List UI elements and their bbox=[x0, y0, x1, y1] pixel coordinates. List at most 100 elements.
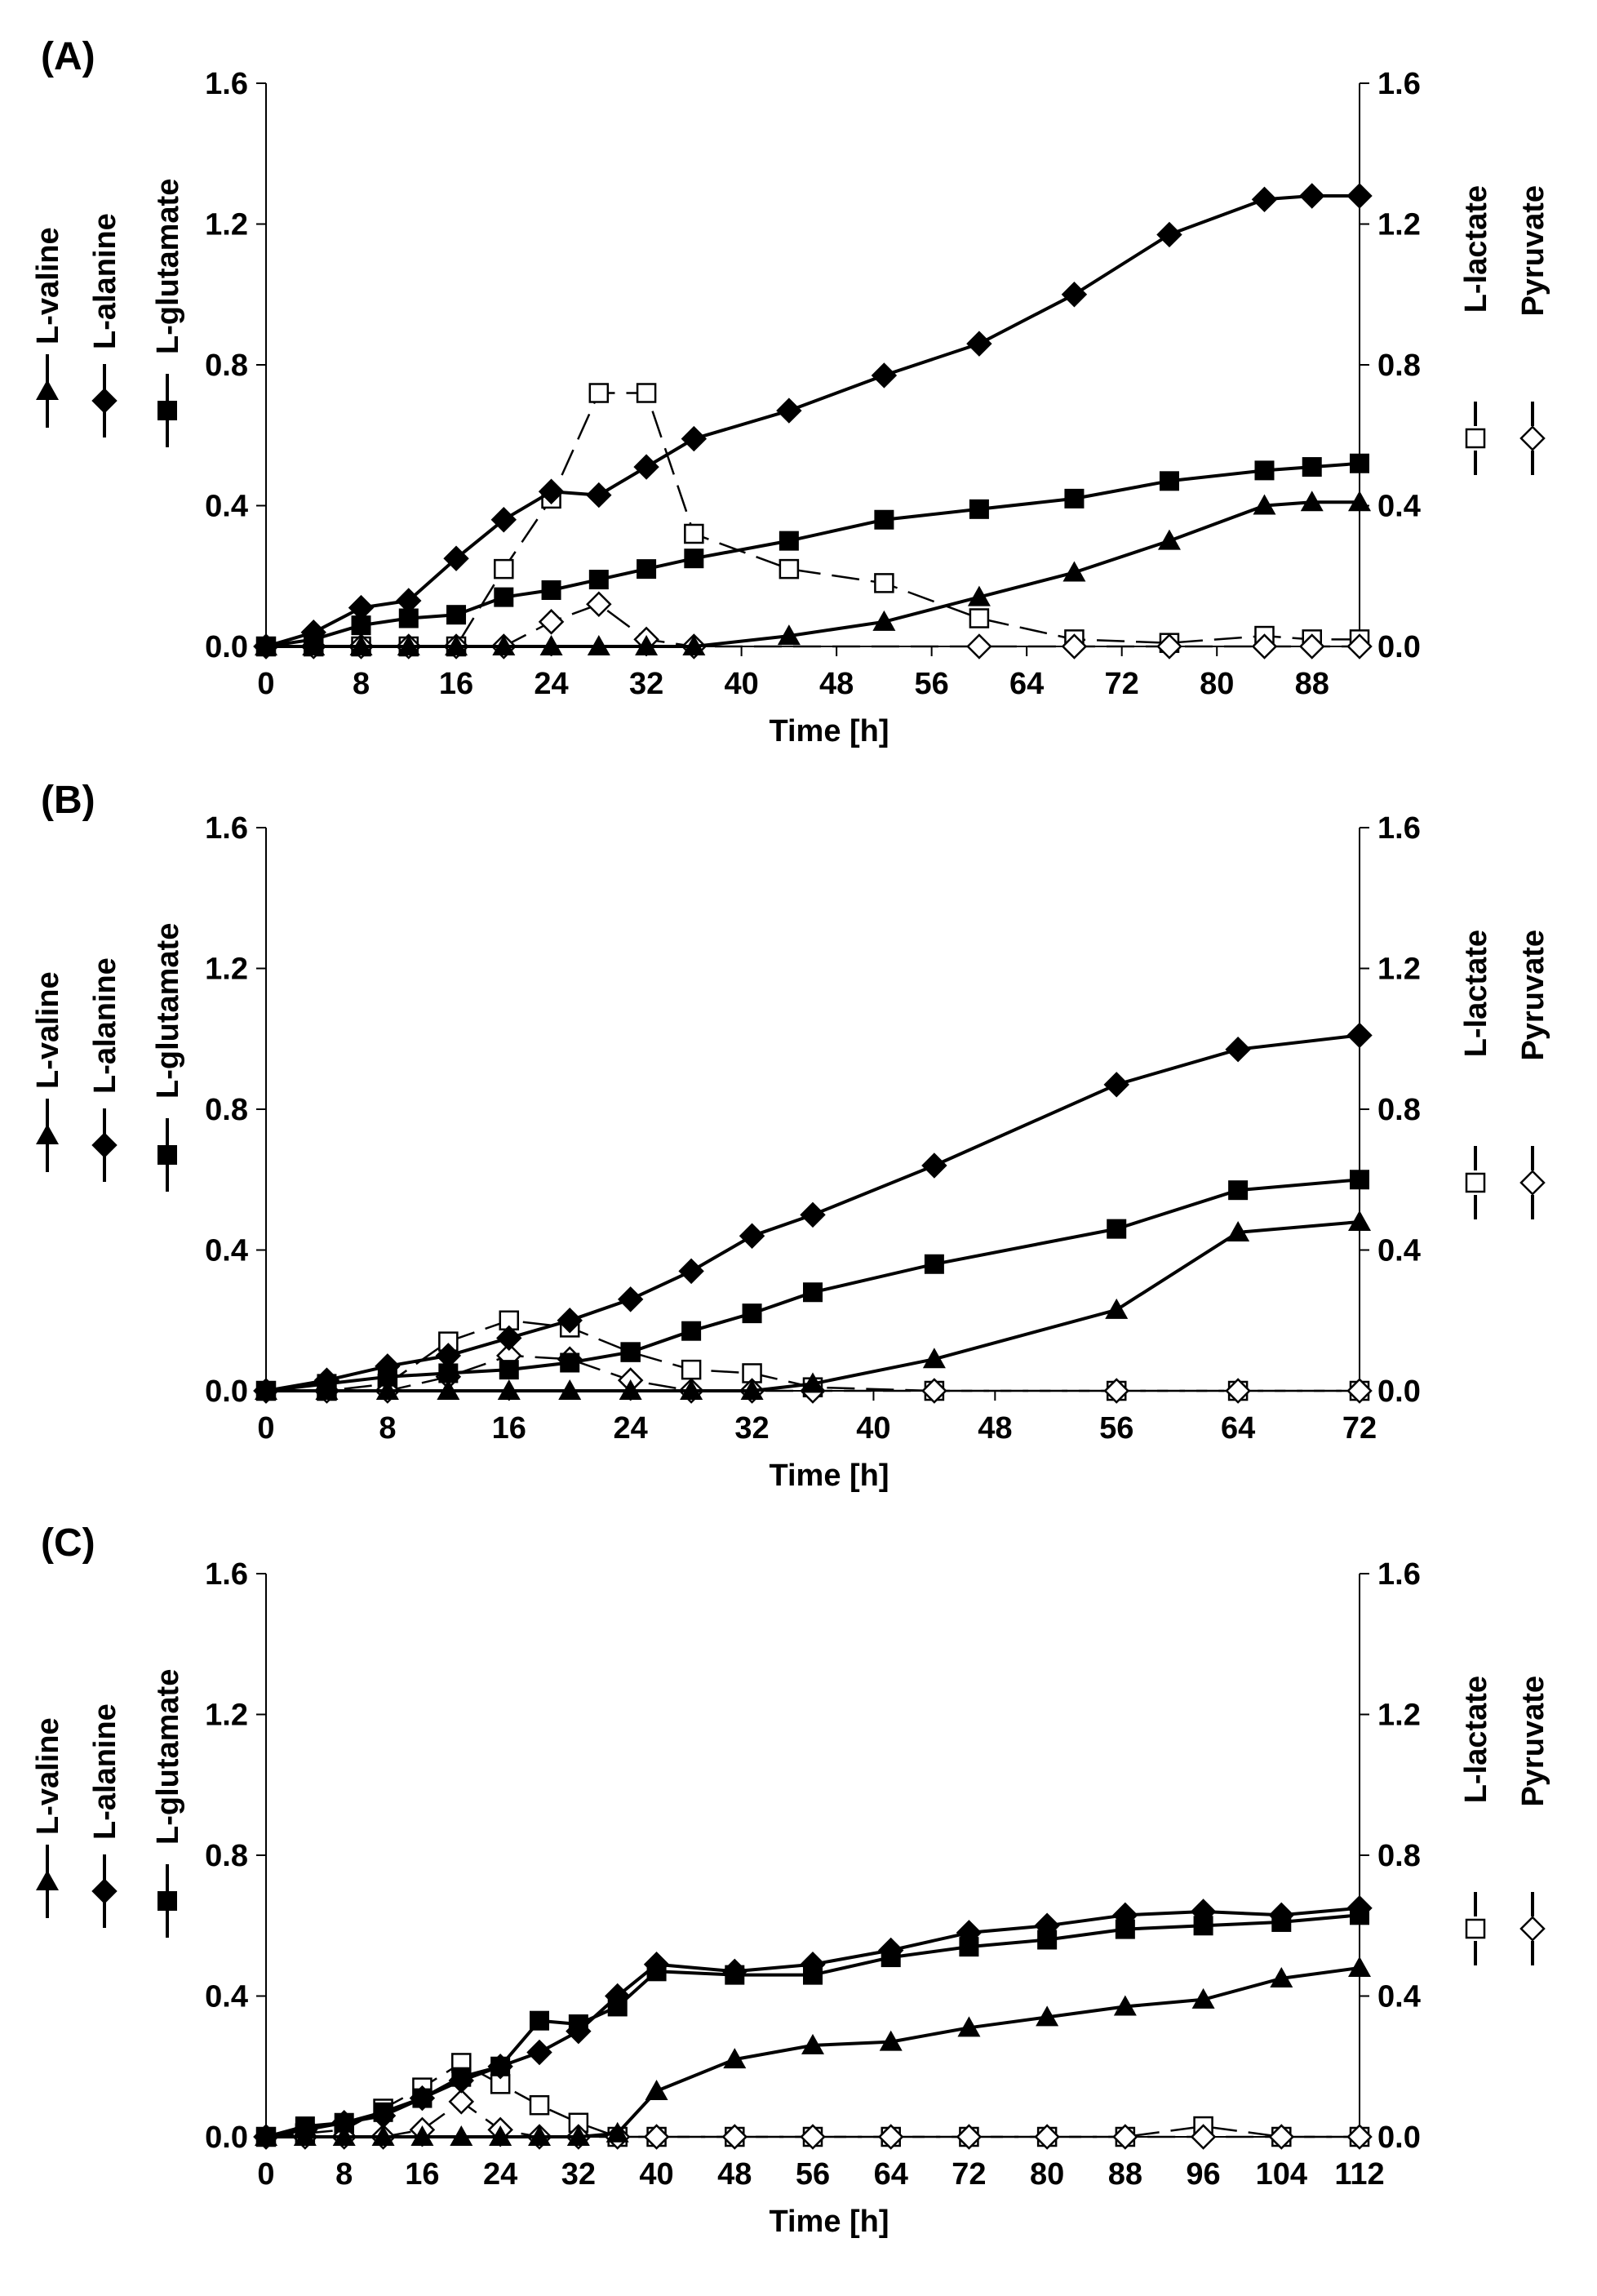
series-line-l-valine bbox=[266, 1966, 1360, 2138]
marker-l-alanine-4 bbox=[409, 2085, 436, 2112]
marker-l-valine-19 bbox=[1348, 1956, 1371, 1977]
marker-l-alanine-12 bbox=[966, 331, 992, 357]
series-l-glutamate bbox=[256, 1170, 1369, 1401]
marker-l-alanine-2 bbox=[375, 1353, 401, 1379]
marker-l-alanine-legend-0 bbox=[91, 1132, 118, 1158]
marker-pyruvate-13 bbox=[1346, 1378, 1373, 1404]
x-tick-label: 72 bbox=[1342, 1411, 1377, 1446]
x-tick-label: 16 bbox=[405, 2157, 439, 2192]
legend-label-l-alanine: L-alanine bbox=[88, 1703, 122, 1840]
y-tick-label-left: 1.6 bbox=[205, 811, 248, 846]
x-tick-label: 72 bbox=[1105, 667, 1139, 701]
marker-l-valine-7 bbox=[680, 1379, 703, 1400]
marker-l-glutamate-5 bbox=[560, 1352, 580, 1373]
marker-l-glutamate-5 bbox=[494, 587, 514, 607]
marker-l-glutamate-7 bbox=[588, 570, 609, 590]
marker-pyruvate-12 bbox=[800, 2124, 826, 2150]
marker-l-alanine-10 bbox=[776, 397, 802, 424]
marker-l-valine-6 bbox=[489, 2125, 512, 2146]
marker-pyruvate-10 bbox=[921, 1378, 947, 1404]
marker-l-glutamate-9 bbox=[684, 548, 704, 569]
x-tick-label: 48 bbox=[978, 1411, 1012, 1446]
marker-l-valine-6 bbox=[619, 1379, 642, 1400]
marker-l-glutamate-9 bbox=[803, 1282, 823, 1303]
marker-l-valine-15 bbox=[1036, 2005, 1059, 2027]
marker-l-alanine-5 bbox=[490, 507, 517, 533]
marker-l-valine-18 bbox=[1270, 1966, 1293, 1987]
marker-l-glutamate-14 bbox=[1159, 471, 1179, 491]
marker-l-valine-13 bbox=[879, 2030, 903, 2051]
x-tick-label: 32 bbox=[561, 2157, 596, 2192]
x-tick-label: 80 bbox=[1200, 667, 1234, 701]
marker-l-alanine-1 bbox=[300, 620, 326, 646]
marker-l-alanine-0 bbox=[253, 1378, 279, 1404]
panel-label: (A) bbox=[41, 35, 95, 78]
marker-l-valine-4 bbox=[445, 635, 468, 655]
marker-l-alanine-6 bbox=[617, 1286, 644, 1312]
panel-a: (A) 0.0 0.4 0.8 1.2 1.6 0.0 0.4 0.8 1.2 1.6 0 8 16 24 3… bbox=[31, 35, 1550, 748]
y-tick-label-right: 1.6 bbox=[1377, 1557, 1421, 1592]
x-tick-label: 0 bbox=[257, 667, 274, 701]
marker-l-valine-17 bbox=[1348, 491, 1371, 512]
marker-l-alanine-15 bbox=[1034, 1912, 1060, 1938]
marker-l-alanine-9 bbox=[681, 425, 708, 452]
marker-l-glutamate-6 bbox=[620, 1342, 641, 1362]
series-l-valine bbox=[255, 1210, 1371, 1400]
legend-label-l-lactate: L-lactate bbox=[1459, 1676, 1493, 1803]
marker-l-glutamate-4 bbox=[499, 1360, 519, 1380]
x-tick-label: 64 bbox=[874, 2157, 908, 2192]
x-tick-label: 8 bbox=[353, 667, 370, 701]
marker-l-glutamate-7 bbox=[530, 2010, 549, 2031]
marker-l-alanine-11 bbox=[721, 1958, 747, 1985]
marker-l-valine-5 bbox=[558, 1379, 582, 1400]
marker-l-valine-4 bbox=[497, 1379, 521, 1400]
marker-l-glutamate-6 bbox=[541, 580, 561, 600]
series-l-alanine bbox=[253, 1022, 1373, 1404]
y-tick-label-left: 0.0 bbox=[205, 2121, 248, 2155]
marker-l-alanine-13 bbox=[878, 1937, 904, 1964]
y-tick-label-right: 0.0 bbox=[1377, 630, 1421, 664]
x-tick-label: 24 bbox=[483, 2157, 517, 2192]
marker-l-alanine-7 bbox=[678, 1258, 704, 1285]
marker-pyruvate-12 bbox=[1225, 1378, 1251, 1404]
x-tick-label: 40 bbox=[856, 1411, 890, 1446]
x-tick-label: 88 bbox=[1108, 2157, 1142, 2192]
marker-l-alanine-6 bbox=[487, 2054, 513, 2080]
series-pyruvate bbox=[253, 591, 1373, 659]
panel-label: (C) bbox=[41, 1521, 95, 1565]
marker-l-glutamate-16 bbox=[1302, 457, 1322, 477]
y-tick-label-right: 1.2 bbox=[1377, 1699, 1421, 1733]
marker-pyruvate-18 bbox=[1268, 2124, 1295, 2150]
legend-label-pyruvate: Pyruvate bbox=[1516, 185, 1550, 317]
marker-l-valine-13 bbox=[1062, 561, 1086, 582]
x-axis-label: Time [h] bbox=[769, 714, 889, 748]
marker-l-alanine-15 bbox=[1251, 186, 1278, 213]
y-tick-label-right: 0.4 bbox=[1377, 1234, 1421, 1268]
series-line-l-lactate bbox=[266, 392, 1360, 648]
x-tick-label: 24 bbox=[534, 667, 568, 701]
y-tick-label-left: 1.6 bbox=[205, 1557, 248, 1592]
marker-l-lactate-9 bbox=[684, 523, 704, 544]
marker-l-glutamate-3 bbox=[398, 608, 419, 628]
marker-l-valine-14 bbox=[1157, 529, 1181, 550]
marker-l-lactate-11 bbox=[874, 573, 894, 593]
marker-l-lactate-legend-0 bbox=[1465, 428, 1486, 449]
marker-pyruvate-13 bbox=[1251, 633, 1278, 659]
marker-pyruvate-13 bbox=[877, 2124, 904, 2150]
y-tick-label-left: 0.0 bbox=[205, 1374, 248, 1409]
marker-l-valine-2 bbox=[332, 2125, 356, 2146]
marker-l-glutamate-12 bbox=[1228, 1180, 1249, 1201]
marker-l-alanine-8 bbox=[739, 1223, 765, 1249]
marker-l-valine-15 bbox=[1253, 494, 1276, 515]
x-tick-label: 56 bbox=[1099, 1411, 1133, 1446]
marker-l-valine-11 bbox=[723, 2048, 747, 2069]
marker-pyruvate-19 bbox=[1346, 2124, 1373, 2150]
marker-l-alanine-9 bbox=[605, 1983, 631, 2010]
x-tick-label: 56 bbox=[796, 2157, 830, 2192]
y-tick-label-right: 0.8 bbox=[1377, 1093, 1421, 1127]
y-tick-label-right: 1.6 bbox=[1377, 811, 1421, 846]
marker-l-glutamate-13 bbox=[1064, 488, 1085, 508]
marker-l-alanine-8 bbox=[566, 2018, 592, 2045]
marker-pyruvate-15 bbox=[1034, 2124, 1060, 2150]
panel-label: (B) bbox=[41, 779, 95, 822]
